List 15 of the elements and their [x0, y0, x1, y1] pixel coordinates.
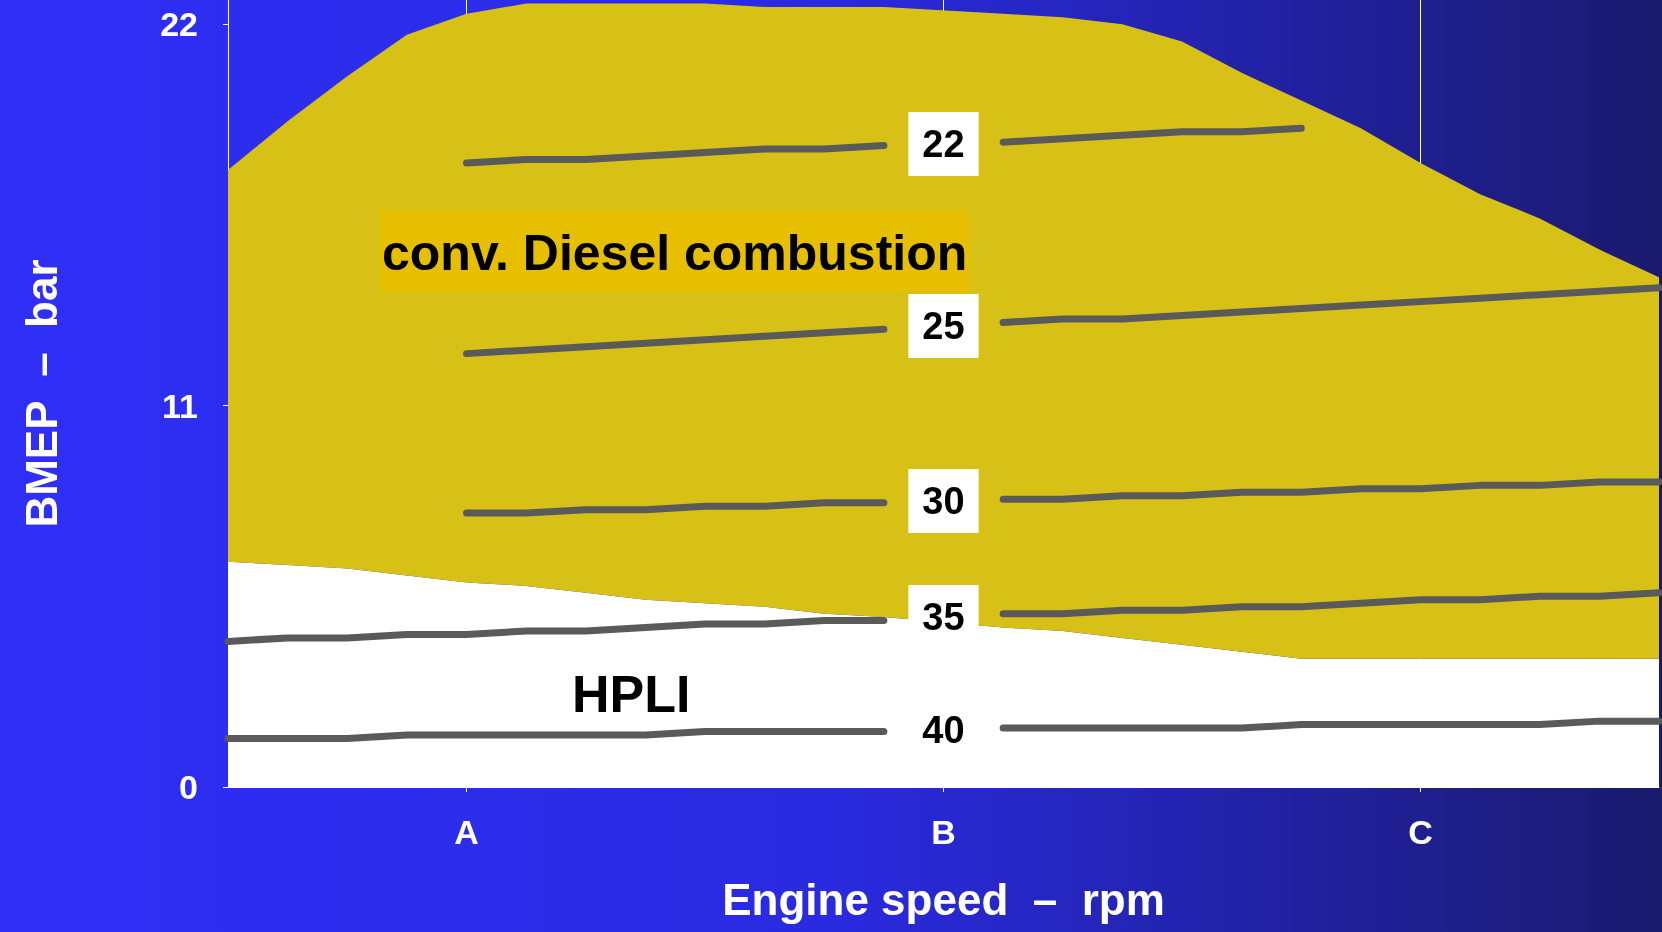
- series-label: 22: [922, 122, 965, 165]
- y-tick-label: 11: [162, 386, 198, 425]
- y-tick-label: 22: [160, 5, 198, 44]
- y-axis-title: BMEP – bar: [16, 259, 66, 528]
- x-tick-label: B: [931, 813, 956, 851]
- series-label: 35: [922, 596, 965, 639]
- x-tick-label: C: [1408, 813, 1433, 851]
- annotation: HPLI: [572, 665, 691, 723]
- series-label: 40: [922, 708, 965, 751]
- y-tick-label: 0: [179, 768, 198, 806]
- annotation: conv. Diesel combustion: [382, 225, 968, 281]
- series-label: 30: [922, 479, 965, 522]
- series-label: 25: [922, 304, 965, 347]
- x-axis-title: Engine speed – rpm: [722, 874, 1165, 924]
- x-tick-label: A: [454, 813, 479, 851]
